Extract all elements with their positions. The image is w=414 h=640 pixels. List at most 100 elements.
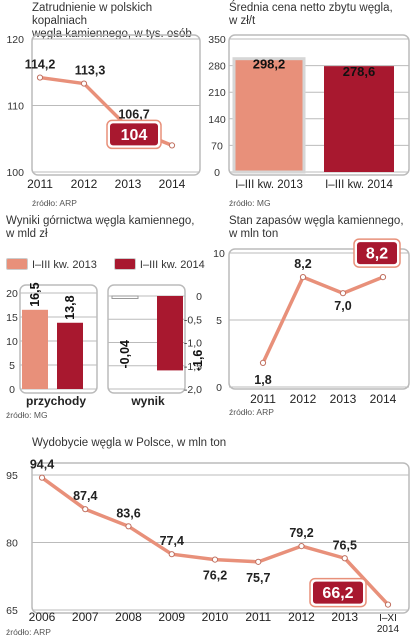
- y-tick-label: -1,5: [184, 361, 202, 373]
- chart-title: Średnia cena netto zbytu węgla, w zł/t: [229, 2, 393, 27]
- data-label: 114,2: [25, 58, 56, 72]
- x-tick-label: 2011: [245, 610, 271, 624]
- plot-frame: [228, 248, 410, 390]
- chart-wydobycie: Wydobycie węgla w Polsce, w mln ton 65 80…: [0, 425, 414, 640]
- chart-title: Wyniki górnictwa węgla kamiennego, w mld…: [6, 215, 195, 240]
- plot-frame: [228, 34, 410, 176]
- data-label: 8,2: [366, 246, 388, 263]
- bar: [157, 296, 183, 371]
- x-tick-label: 2013: [331, 610, 358, 624]
- data-label: 278,6: [343, 64, 376, 79]
- data-label: 87,4: [73, 489, 97, 503]
- data-label: 77,4: [160, 534, 184, 548]
- chart-zatrudnienie: Zatrudnienie w polskich kopalniach węgla…: [0, 0, 205, 215]
- bar: [57, 322, 83, 389]
- legend-item-2013: I–III kw. 2013: [6, 258, 97, 271]
- data-label: 1,8: [254, 373, 271, 387]
- x-tick-label: 2012: [71, 177, 98, 191]
- x-tick-label: 2011: [27, 177, 53, 191]
- chart-source: źródło: ARP: [6, 627, 51, 637]
- data-point: [298, 543, 305, 550]
- highlight-box: [313, 581, 363, 604]
- y-tick-label: 0: [216, 382, 222, 394]
- x-tick-label: 2010: [202, 610, 229, 624]
- y-tick-label: 100: [6, 167, 24, 179]
- legend-label: I–III kw. 2014: [139, 259, 205, 271]
- chart-wydobycie-plot: 65 80 95 94,4 2006 87,4 2007 83,6 2008 77,4 2009 76…: [6, 458, 410, 635]
- data-point: [125, 523, 132, 530]
- data-point: [341, 555, 348, 562]
- chart-source: źródło: MG: [6, 410, 48, 420]
- bar: [111, 295, 139, 299]
- highlight-box: [357, 242, 397, 265]
- data-point: [82, 506, 89, 513]
- y-tick-label: -0,5: [184, 314, 202, 326]
- x-tick-label: 2009: [158, 610, 185, 624]
- plot-frame: [107, 284, 186, 394]
- data-label: 106,7: [118, 107, 149, 121]
- y-tick-label: 110: [7, 101, 24, 113]
- y-tick-label: 0: [214, 167, 220, 179]
- x-tick-label: 2007: [72, 610, 99, 624]
- legend-swatch-2013: [6, 258, 28, 270]
- data-label: 113,3: [75, 64, 106, 78]
- data-label: 75,7: [246, 571, 270, 585]
- x-tick-label: 2014: [370, 392, 397, 406]
- data-point: [379, 274, 387, 281]
- bar: [324, 66, 394, 172]
- legend-swatch-2014: [113, 258, 136, 270]
- y-tick-label: 5: [216, 315, 222, 327]
- data-point: [36, 74, 44, 81]
- data-label: 16,5: [28, 282, 42, 306]
- x-tick-label: 2008: [115, 610, 142, 624]
- y-tick-label: 10: [6, 336, 18, 348]
- data-label: 76,5: [333, 538, 357, 552]
- y-tick-label: -2,0: [184, 384, 202, 396]
- data-label: 104: [121, 127, 148, 144]
- chart-wyniki-plot: 0 5 10 15 20 16,5 13,8 przychody -2,0 -1,5 -1,0 -0,…: [6, 282, 205, 408]
- data-point: [255, 558, 262, 565]
- y-tick-label: 70: [211, 140, 223, 152]
- x-tick-label: I–XI: [379, 613, 397, 624]
- data-label: 79,2: [289, 526, 313, 540]
- y-tick-label: 65: [6, 605, 18, 617]
- data-point: [168, 551, 175, 558]
- y-tick-label: 10: [213, 248, 225, 260]
- data-label: 66,2: [322, 585, 353, 602]
- chart-wyniki: Wyniki górnictwa węgla kamiennego, w mld…: [0, 212, 207, 427]
- y-tick-label: 0: [9, 384, 15, 396]
- legend-item-2014: I–III kw. 2014: [113, 258, 205, 271]
- y-tick-label: 350: [208, 34, 226, 46]
- y-tick-label: 5: [9, 360, 15, 372]
- y-tick-label: 210: [208, 87, 226, 99]
- x-tick-label: 2012: [290, 392, 317, 406]
- y-tick-label: 280: [208, 61, 226, 73]
- data-label: 94,4: [30, 458, 54, 472]
- chart-zapasy: Stan zapasów węgla kamiennego, w mln ton…: [207, 212, 414, 427]
- chart-title: Zatrudnienie w polskich kopalniach węgla…: [32, 2, 192, 40]
- x-tick-label: 2013: [115, 177, 142, 191]
- legend-label: I–III kw. 2013: [32, 259, 97, 271]
- chart-source: źródło: ARP: [32, 198, 77, 208]
- data-point: [339, 290, 347, 297]
- x-tick-label: I–III kw. 2013: [235, 179, 303, 191]
- data-label: 83,6: [116, 506, 140, 520]
- chart-zapasy-plot: 0 5 10 1,8 2011 8,2 2012 7,0 2013 8,2 2014: [213, 238, 410, 406]
- x-tick-label: 2011: [250, 392, 276, 406]
- x-tick-label: 2014: [377, 624, 400, 635]
- y-tick-label: 95: [6, 470, 18, 482]
- data-point: [168, 142, 176, 149]
- x-tick-label: 2014: [159, 177, 186, 191]
- data-point: [38, 474, 46, 481]
- chart-cena: Średnia cena netto zbytu węgla, w zł/t 0…: [207, 0, 414, 215]
- data-label: -0,04: [118, 340, 132, 369]
- data-point: [80, 80, 88, 87]
- y-tick-label: 0: [196, 291, 202, 303]
- data-point: [259, 359, 267, 366]
- highlight-box: [110, 123, 158, 146]
- y-tick-label: 20: [6, 288, 18, 300]
- chart-source: źródło: MG: [229, 198, 271, 208]
- y-tick-label: 140: [208, 114, 226, 126]
- data-label: 76,2: [203, 569, 227, 583]
- y-tick-label: -1,0: [184, 338, 202, 350]
